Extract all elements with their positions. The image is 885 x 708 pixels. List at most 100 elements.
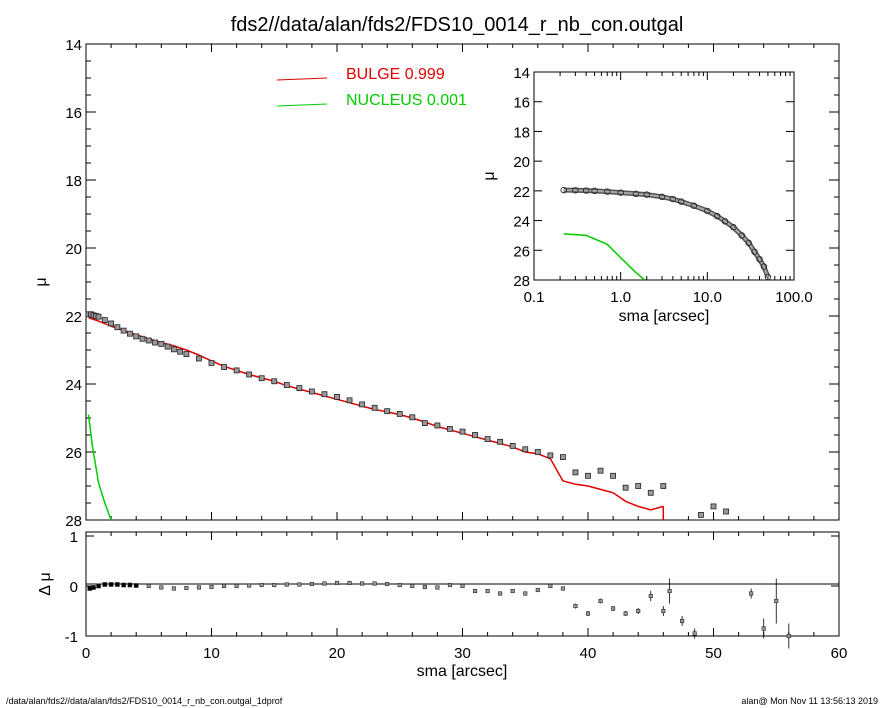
data-point-marker bbox=[484, 436, 491, 442]
data-point-marker bbox=[472, 432, 478, 438]
inset-data-curve-core bbox=[563, 189, 769, 278]
residual-point bbox=[184, 585, 189, 591]
data-point-marker bbox=[170, 346, 177, 353]
legend-bulge-swatch bbox=[276, 77, 328, 81]
data-point bbox=[396, 411, 403, 417]
residual-point bbox=[115, 582, 120, 587]
inset-data-point bbox=[714, 212, 721, 220]
data-point bbox=[585, 472, 591, 479]
data-point bbox=[447, 425, 453, 432]
main-y-tick-label-0: 14 bbox=[65, 37, 82, 54]
data-point bbox=[158, 340, 165, 347]
data-point-marker bbox=[497, 438, 504, 445]
main-y-tick-label-4: 22 bbox=[65, 309, 82, 326]
data-point bbox=[384, 408, 391, 415]
data-point bbox=[133, 333, 140, 340]
inset-data-point bbox=[617, 189, 624, 196]
main-y-tick-label-2: 18 bbox=[65, 173, 82, 190]
residual-marker bbox=[159, 585, 164, 590]
main-y-axis-title: μ bbox=[33, 277, 50, 286]
residual-x-tick-label-5: 50 bbox=[705, 645, 722, 662]
data-point-marker bbox=[396, 411, 403, 417]
data-point-marker bbox=[120, 327, 127, 334]
data-point-marker bbox=[101, 317, 108, 323]
residual-point bbox=[133, 583, 139, 588]
inset-data-point bbox=[756, 256, 763, 263]
data-point bbox=[698, 512, 704, 518]
data-point bbox=[258, 375, 265, 382]
residual-y-tick-label-1: 0 bbox=[70, 579, 78, 596]
inset-y-axis-title: μ bbox=[481, 171, 498, 180]
data-point-marker bbox=[660, 483, 667, 489]
data-point bbox=[271, 378, 278, 385]
inset-y-tick-label-4: 22 bbox=[513, 184, 530, 201]
data-point-marker bbox=[560, 454, 566, 461]
residual-marker bbox=[284, 582, 289, 587]
residual-marker bbox=[774, 598, 779, 604]
residual-x-tick-label-1: 10 bbox=[203, 645, 220, 662]
data-point bbox=[497, 438, 504, 445]
residual-point bbox=[347, 580, 352, 586]
residual-marker bbox=[447, 582, 453, 588]
residual-point bbox=[247, 583, 252, 588]
residual-marker bbox=[146, 583, 151, 589]
data-point bbox=[710, 503, 717, 510]
data-point-marker bbox=[647, 489, 654, 496]
residual-marker bbox=[234, 583, 239, 589]
residual-x-tick-label-3: 30 bbox=[454, 645, 471, 662]
data-point bbox=[233, 367, 240, 374]
residual-marker bbox=[115, 582, 120, 587]
data-point-marker bbox=[384, 408, 391, 415]
inset-y-tick-label-1: 16 bbox=[513, 95, 530, 112]
residual-marker bbox=[692, 631, 697, 636]
residual-point bbox=[108, 582, 114, 587]
data-point bbox=[459, 428, 466, 435]
residual-point bbox=[322, 581, 327, 586]
residual-marker bbox=[297, 582, 302, 587]
data-point-marker bbox=[572, 469, 579, 476]
data-point-marker bbox=[447, 425, 453, 432]
residual-marker bbox=[523, 591, 528, 596]
residual-point bbox=[234, 583, 239, 589]
data-point bbox=[164, 343, 171, 350]
data-point-marker bbox=[233, 367, 240, 374]
inset-x-tick-label-3: 100.0 bbox=[775, 289, 813, 306]
residual-point bbox=[523, 591, 528, 596]
main-y-tick-label-7: 28 bbox=[65, 513, 82, 530]
residual-marker bbox=[422, 584, 427, 590]
residual-marker bbox=[680, 618, 685, 624]
data-point bbox=[534, 449, 541, 455]
data-point-marker bbox=[164, 343, 171, 350]
residual-point bbox=[91, 585, 96, 590]
residual-point bbox=[102, 582, 108, 587]
residual-marker bbox=[535, 587, 540, 593]
residual-marker bbox=[360, 581, 365, 586]
data-point-marker bbox=[434, 422, 441, 429]
residual-point bbox=[774, 578, 779, 624]
data-point-marker bbox=[283, 382, 290, 388]
data-point-marker bbox=[221, 364, 227, 370]
residual-point bbox=[510, 588, 515, 594]
residual-point bbox=[171, 586, 176, 591]
residual-marker bbox=[598, 598, 603, 604]
residual-axis-ticks bbox=[85, 532, 840, 637]
main-y-tick-label-1: 16 bbox=[65, 105, 82, 122]
residual-point bbox=[560, 586, 565, 591]
residual-marker bbox=[761, 626, 766, 631]
residual-panel: -101 0 10 20 30 40 50 60 Δ μ sma [arcsec] bbox=[37, 529, 847, 680]
data-point-marker bbox=[597, 467, 604, 474]
inset-data-point bbox=[704, 207, 711, 215]
data-point-marker bbox=[246, 371, 253, 378]
data-point bbox=[647, 489, 654, 496]
data-point bbox=[610, 472, 616, 479]
data-point bbox=[296, 385, 303, 391]
residual-point bbox=[121, 582, 126, 588]
residual-point bbox=[485, 588, 490, 594]
data-point bbox=[120, 327, 127, 334]
residual-point bbox=[661, 606, 666, 616]
main-y-tick-label-5: 24 bbox=[65, 377, 82, 394]
legend-nucleus-swatch bbox=[276, 103, 328, 107]
residual-point bbox=[692, 628, 697, 639]
residual-marker bbox=[472, 588, 478, 594]
